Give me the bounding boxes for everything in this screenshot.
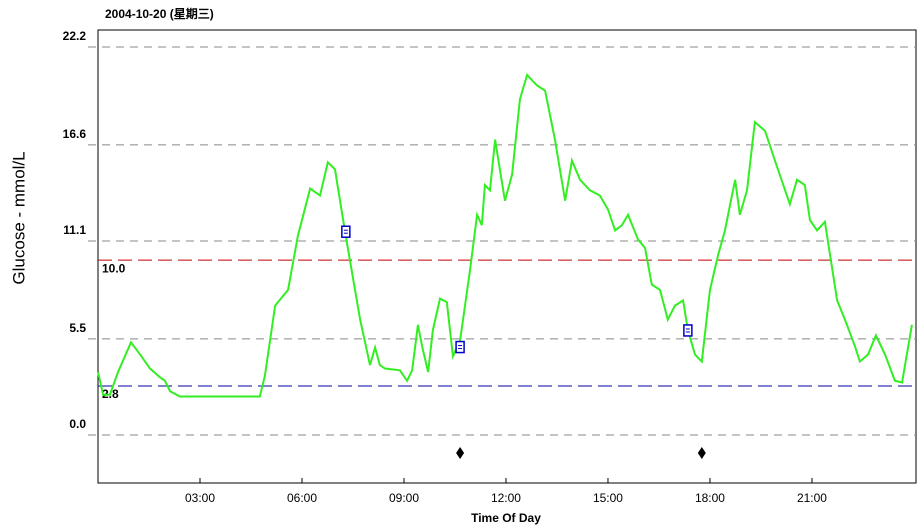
x-tick-label: 09:00 <box>389 491 419 505</box>
note-marker <box>341 225 351 238</box>
glucose-line <box>97 72 913 398</box>
y-tick-label: 0.0 <box>69 417 86 431</box>
note-marker <box>683 324 693 337</box>
y-tick-label: 16.6 <box>63 127 87 141</box>
x-tick-label: 18:00 <box>695 491 725 505</box>
y-tick-label: 5.5 <box>69 321 86 335</box>
x-tick-label: 06:00 <box>287 491 317 505</box>
y-axis-label: Glucose - mmol/L <box>9 151 28 284</box>
reference-label: 10.0 <box>102 261 126 275</box>
y-tick-label: 11.1 <box>63 223 86 237</box>
note-marker <box>455 340 465 354</box>
chart-title: 2004-10-20 (星期三) <box>105 6 214 21</box>
x-tick-label: 15:00 <box>593 491 623 505</box>
x-tick-label: 21:00 <box>797 491 827 505</box>
x-axis-label: Time Of Day <box>471 511 541 525</box>
plot-frame <box>97 29 917 484</box>
event-marker <box>697 447 706 459</box>
x-tick-label: 03:00 <box>185 491 215 505</box>
event-marker <box>456 447 465 459</box>
x-tick-label: 12:00 <box>491 491 521 505</box>
y-tick-label: 22.2 <box>63 29 87 43</box>
